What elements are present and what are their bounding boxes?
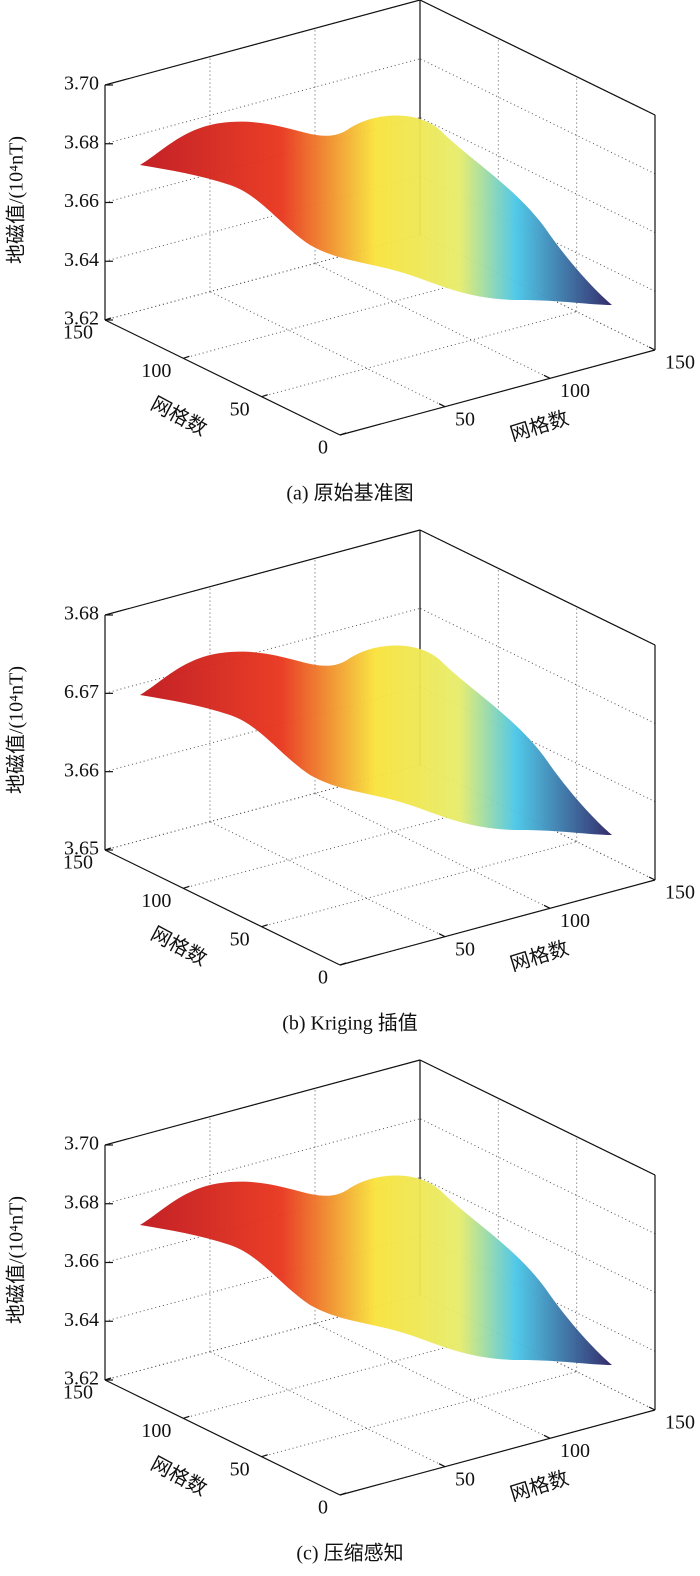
tick-mark [104,1377,112,1381]
axis-line [419,0,656,116]
tick-mark [183,355,190,359]
y-tick-label: 50 [455,938,475,960]
axis-line [339,879,656,966]
z-tick-label: 3.70 [64,73,99,95]
x-tick-label: 50 [230,1458,250,1480]
z-tick-label: 6.67 [64,681,99,703]
grid-line [209,1351,446,1468]
x-axis-label: 网格数 [147,922,211,970]
y-tick-label: 150 [665,352,695,374]
tick-mark [648,876,656,881]
tick-mark [438,1463,446,1468]
y-tick-label: 150 [665,882,695,904]
z-axis-label: 地磁值/(10⁴nT) [5,136,28,264]
z-tick-label: 3.66 [64,1250,99,1272]
tick-mark [104,317,112,321]
caption: (b) Kriging 插值 [282,1012,418,1035]
y-tick-label: 150 [665,1412,695,1434]
x-tick-label: 150 [63,852,93,874]
tick-mark [261,1454,268,1458]
tick-mark [543,1434,551,1439]
tick-mark [183,885,190,889]
axis-line [104,319,341,436]
x-tick-label: 50 [230,398,250,420]
axis-line [419,1059,656,1176]
x-tick-label: 0 [318,1497,328,1519]
axis-line [104,849,341,966]
tick-mark [104,847,112,851]
surface [140,645,612,835]
z-tick-label: 3.62 [64,1368,99,1390]
axis-line [104,1059,421,1146]
tick-mark [543,904,551,909]
panel: 3.62 3.64 3.66 3.68 3.70 0 50 100 150 50 100 150 地磁值… [5,1059,695,1565]
axis-line [419,529,656,646]
y-tick-label: 50 [455,408,475,430]
tick-mark [648,346,656,351]
tick-mark [261,924,268,928]
tick-mark [339,1492,347,1496]
z-tick-label: 3.70 [64,1133,99,1155]
x-tick-label: 100 [141,360,171,382]
y-tick-label: 100 [560,380,590,402]
z-tick-label: 3.62 [64,308,99,330]
z-tick-label: 3.64 [64,1309,99,1331]
z-tick-label: 3.66 [64,190,99,212]
x-axis-label: 网格数 [147,1452,211,1500]
y-tick-label: 100 [560,1440,590,1462]
caption: (c) 压缩感知 [296,1542,403,1565]
tick-mark [438,403,446,408]
grid-line [209,291,446,408]
z-axis-label: 地磁值/(10⁴nT) [5,666,28,794]
x-tick-label: 0 [318,437,328,459]
tick-mark [183,1415,190,1419]
panel: 3.62 3.64 3.66 3.68 3.70 0 50 100 150 50 100 150 地磁值… [5,0,695,505]
z-tick-label: 3.68 [64,1191,99,1213]
x-tick-label: 150 [63,322,93,344]
y-tick-label: 100 [560,910,590,932]
z-tick-label: 3.64 [64,249,99,271]
tick-mark [438,933,446,938]
z-tick-label: 3.66 [64,759,99,781]
grid-line [209,821,446,938]
tick-mark [339,432,347,436]
surface [140,115,612,305]
axis-line [104,0,421,86]
tick-mark [261,394,268,398]
z-tick-label: 3.65 [64,838,99,860]
y-tick-label: 50 [455,1468,475,1490]
x-tick-label: 150 [63,1382,93,1404]
z-axis-label: 地磁值/(10⁴nT) [5,1196,28,1324]
y-axis-label: 网格数 [507,406,571,446]
x-axis-label: 网格数 [147,392,211,440]
x-tick-label: 50 [230,928,250,950]
z-tick-label: 3.68 [64,603,99,625]
axis-line [104,1379,341,1496]
axis-line [339,349,656,436]
z-tick-label: 3.68 [64,131,99,153]
tick-mark [339,962,347,966]
x-tick-label: 100 [141,890,171,912]
tick-mark [648,1406,656,1411]
y-axis-label: 网格数 [507,1466,571,1506]
axis-line [104,529,421,616]
x-tick-label: 100 [141,1420,171,1442]
y-axis-label: 网格数 [507,936,571,976]
x-tick-label: 0 [318,967,328,989]
surface [140,1175,612,1365]
panel: 3.65 3.66 6.67 3.68 0 50 100 150 50 100 150 地磁值/(10… [5,529,695,1035]
tick-mark [543,374,551,379]
axis-line [339,1409,656,1496]
caption: (a) 原始基准图 [286,482,413,505]
